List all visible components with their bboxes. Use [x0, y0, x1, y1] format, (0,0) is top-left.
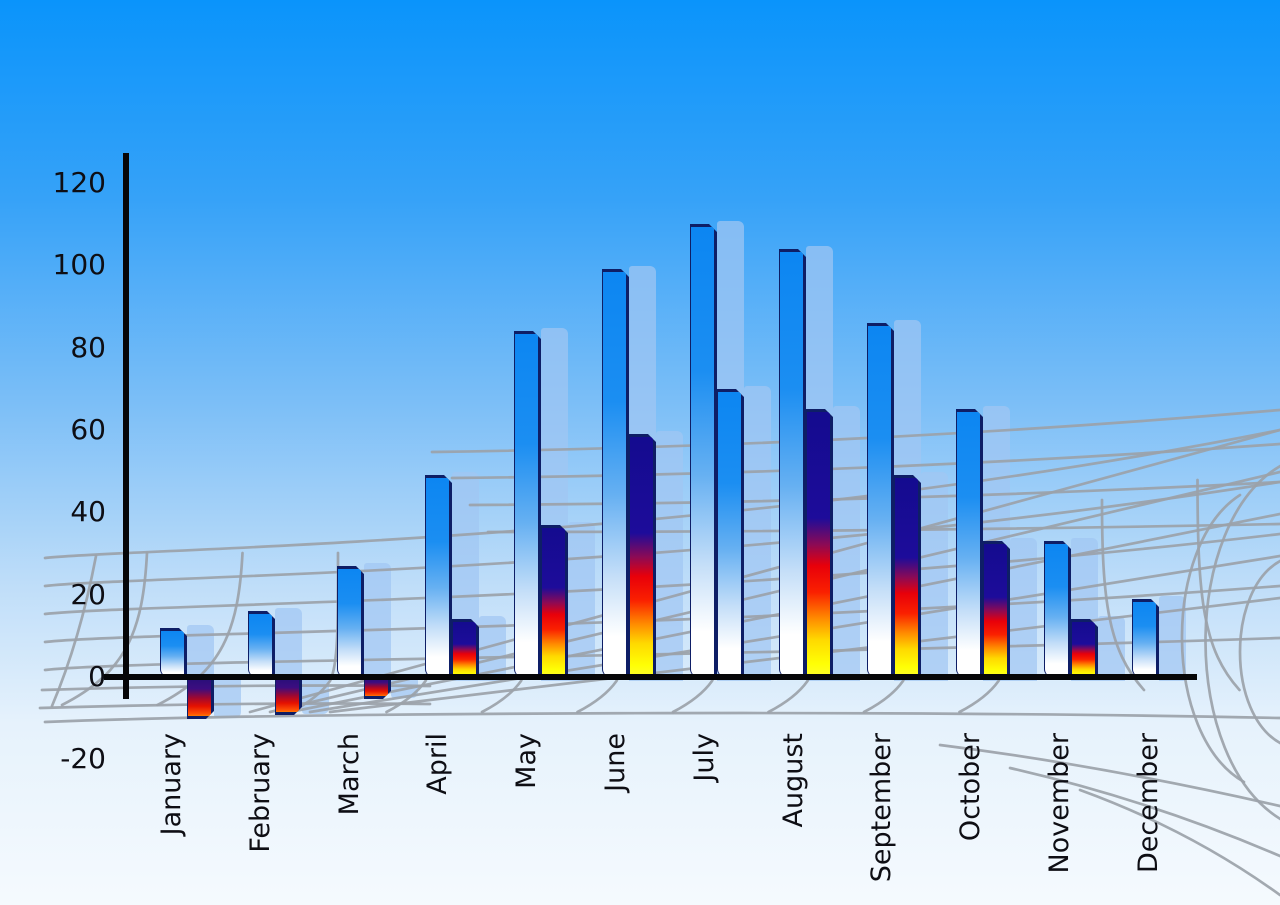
- bar-august-series1: [779, 249, 806, 677]
- grid-line: [1078, 788, 1280, 897]
- grid-line: [43, 711, 1280, 724]
- grid-line: [38, 702, 432, 710]
- bar-november-series2: [1071, 619, 1098, 677]
- bar-june-series2: [629, 434, 656, 677]
- bar-september-series1: [867, 323, 894, 677]
- bar-may-series1: [514, 331, 541, 677]
- bar-january-series1-gradient: [161, 631, 184, 677]
- bar-august-series1-gradient: [780, 252, 803, 677]
- bar-shadow-march-series1: [364, 563, 391, 681]
- grid-line: [430, 408, 1280, 454]
- y-axis-label-40: 40: [70, 495, 106, 528]
- x-axis-label-january: January: [156, 733, 187, 836]
- grid-line: [938, 743, 1280, 808]
- bar-april-series2-gradient: [453, 622, 476, 677]
- bar-july-series2: [717, 389, 744, 677]
- grid-line: [156, 551, 244, 707]
- y-axis-label-0: 0: [88, 660, 106, 693]
- bar-shadow-february-series1: [275, 608, 302, 681]
- bar-october-series1: [956, 409, 983, 677]
- bar-december-series1: [1132, 599, 1159, 677]
- y-axis-label--20: -20: [60, 742, 106, 775]
- bar-october-series2: [983, 541, 1010, 677]
- grid-line: [1204, 464, 1280, 821]
- bar-april-series2: [452, 619, 479, 677]
- bar-february-series1: [248, 611, 275, 677]
- bar-august-series2: [806, 409, 833, 677]
- y-axis-label-20: 20: [70, 578, 106, 611]
- bar-october-series2-gradient: [984, 544, 1007, 677]
- bar-february-series1-gradient: [249, 614, 272, 677]
- bar-april-series1-gradient: [426, 478, 449, 677]
- bar-march-series2-gradient: [365, 676, 388, 696]
- x-axis-line: [104, 674, 1197, 680]
- bar-june-series1: [602, 269, 629, 677]
- grid-line: [1196, 478, 1241, 692]
- x-axis-label-november: November: [1044, 733, 1075, 874]
- bar-december-series1-gradient: [1133, 602, 1156, 677]
- x-axis-label-march: March: [334, 733, 365, 816]
- bar-january-series2-gradient: [188, 676, 211, 716]
- bar-may-series1-gradient: [515, 334, 538, 677]
- bar-shadow-july-series2: [744, 386, 771, 681]
- bar-april-series1: [425, 475, 452, 677]
- y-axis-line: [123, 153, 129, 699]
- x-axis-label-july: July: [689, 733, 720, 782]
- bar-july-series2-gradient: [718, 392, 741, 677]
- y-axis-label-80: 80: [70, 331, 106, 364]
- y-axis-label-120: 120: [52, 166, 106, 199]
- bar-june-series2-gradient: [630, 437, 653, 677]
- x-axis-label-june: June: [600, 733, 631, 792]
- bar-october-series1-gradient: [957, 412, 980, 677]
- bar-july-series1-gradient: [691, 227, 714, 677]
- bar-march-series2: [364, 676, 391, 699]
- grid-line: [50, 554, 98, 708]
- bar-november-series1-gradient: [1045, 544, 1068, 677]
- grid-line: [43, 428, 1280, 560]
- bar-may-series2: [541, 525, 568, 677]
- bar-march-series1: [337, 566, 364, 677]
- x-axis-label-september: September: [866, 733, 897, 883]
- grid-line: [248, 428, 1280, 714]
- bar-november-series2-gradient: [1072, 622, 1095, 677]
- x-axis-label-august: August: [778, 733, 809, 828]
- bar-shadow-august-series2: [833, 406, 860, 681]
- x-axis-label-april: April: [422, 733, 453, 795]
- x-axis-label-may: May: [511, 733, 542, 789]
- x-axis-label-february: February: [245, 733, 276, 853]
- bar-february-series2: [275, 676, 302, 715]
- y-axis-label-60: 60: [70, 413, 106, 446]
- bar-september-series1-gradient: [868, 326, 891, 677]
- x-axis-label-october: October: [955, 733, 986, 842]
- x-axis-label-december: December: [1133, 733, 1164, 874]
- bar-november-series1: [1044, 541, 1071, 677]
- grid-line: [1238, 559, 1280, 745]
- bar-january-series1: [160, 628, 187, 677]
- grid-line: [43, 532, 1280, 616]
- grid-line: [1180, 493, 1246, 784]
- bar-september-series2-gradient: [895, 478, 918, 677]
- bar-may-series2-gradient: [542, 528, 565, 677]
- bar-august-series2-gradient: [807, 412, 830, 677]
- bar-february-series2-gradient: [276, 676, 299, 712]
- bar-june-series1-gradient: [603, 272, 626, 677]
- bar-september-series2: [894, 475, 921, 677]
- y-axis-label-100: 100: [52, 248, 106, 281]
- bar-january-series2: [187, 676, 214, 719]
- bar-shadow-september-series2: [921, 472, 948, 681]
- grid-line: [43, 480, 1280, 588]
- grid-line: [1008, 766, 1280, 858]
- bar-march-series1-gradient: [338, 569, 361, 677]
- bar-july-series1: [690, 224, 717, 677]
